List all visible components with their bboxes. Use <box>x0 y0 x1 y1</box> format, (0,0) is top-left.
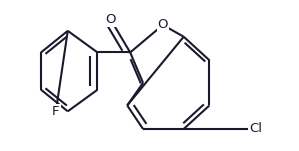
Text: O: O <box>158 18 168 31</box>
Text: Cl: Cl <box>249 122 262 135</box>
Text: O: O <box>105 13 116 26</box>
Text: F: F <box>52 105 60 118</box>
